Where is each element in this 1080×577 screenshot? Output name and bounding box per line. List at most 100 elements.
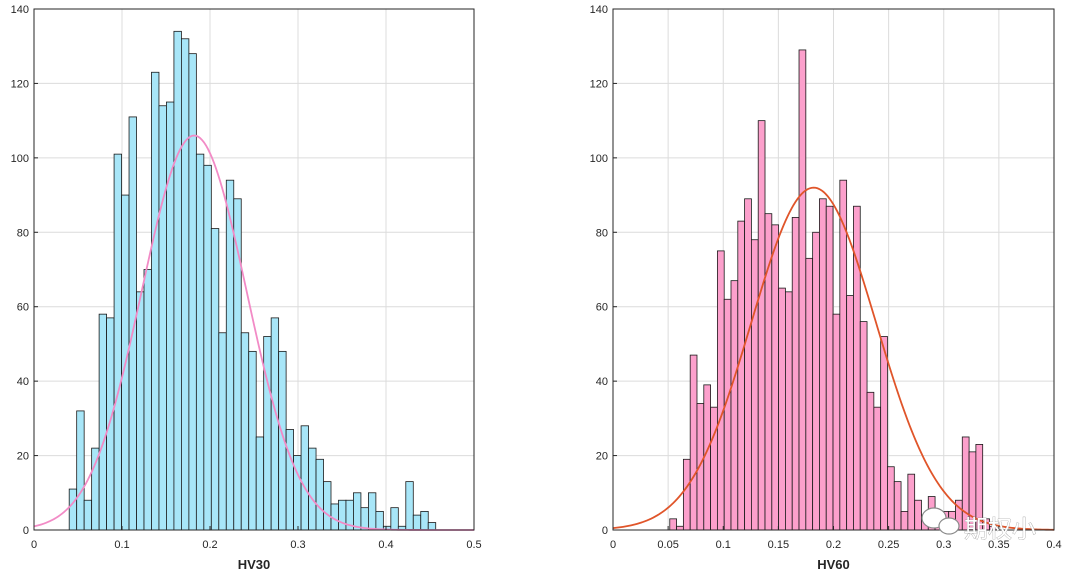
hv60-xlabel: HV60 xyxy=(817,557,850,572)
hv30-ytick-label-1: 20 xyxy=(17,451,29,463)
hv60-bar-29 xyxy=(866,391,875,531)
hv30-bar-31 xyxy=(300,425,309,531)
hv30-bar-27 xyxy=(270,317,280,531)
hv60-bar-21 xyxy=(812,231,820,531)
hv60-bar-16 xyxy=(778,287,786,531)
hv30-bar-12 xyxy=(158,105,167,531)
hv30-bar-9 xyxy=(136,291,145,531)
hv60-bar-25 xyxy=(839,179,848,531)
hv30-xlabel: HV30 xyxy=(238,557,271,572)
hv60-xtick-label-5: 0.25 xyxy=(878,539,899,551)
hv60-xtick-label-2: 0.1 xyxy=(716,539,731,551)
hv60-ytick-label-5: 100 xyxy=(590,153,608,165)
hv30-ytick-label-3: 60 xyxy=(17,302,29,314)
hv60-xtick-label-3: 0.15 xyxy=(768,539,789,551)
hv30-ytick-label-5: 100 xyxy=(11,153,29,165)
hv60-bar-28 xyxy=(859,321,868,531)
hv30-bar-16 xyxy=(188,53,197,531)
hv60-bar-4 xyxy=(696,403,705,531)
hv60-bar-7 xyxy=(716,250,725,531)
hv30-bar-5 xyxy=(106,317,115,531)
hv60-bar-12 xyxy=(751,239,759,531)
hv30-bar-26 xyxy=(263,336,272,531)
hv60-bar-35 xyxy=(907,473,916,531)
hv30-bar-6 xyxy=(113,153,122,531)
hv60-bar-6 xyxy=(710,406,718,531)
hv30-bar-14 xyxy=(173,30,182,531)
chart-hv30: 0 0.1 0.2 0.3 0.4 0.5 0 20 40 60 80 100 120 140 HV30 xyxy=(11,4,482,572)
hv60-bar-1 xyxy=(676,525,684,531)
hv60-fit-curve xyxy=(612,186,1055,531)
hv30-bar-47 xyxy=(420,510,429,531)
hv30-bar-45 xyxy=(405,481,414,531)
hv30-bar-20 xyxy=(218,332,227,531)
hv60-bar-0 xyxy=(669,518,677,531)
hv60-bar-10 xyxy=(737,220,746,531)
hv60-bar-13 xyxy=(757,120,766,531)
hv60-bar-19 xyxy=(798,49,807,531)
hv60-bar-2 xyxy=(682,458,691,531)
hv30-xtick-label-1: 0.1 xyxy=(114,539,129,551)
hv30-bar-40 xyxy=(367,492,377,531)
hv60-bar-32 xyxy=(887,466,895,531)
hv60-xtick-label-4: 0.2 xyxy=(826,539,841,551)
hv60-bar-26 xyxy=(846,295,854,531)
hv30-xtick-label-0: 0 xyxy=(31,539,37,551)
hv30-bar-2 xyxy=(83,499,93,531)
hv60-xtick-label-0: 0 xyxy=(610,539,616,551)
wechat-icon-bubble xyxy=(938,517,960,535)
hv60-xtick-label-7: 0.35 xyxy=(988,539,1009,551)
hv60-bar-33 xyxy=(893,481,902,531)
hv30-bar-25 xyxy=(255,436,265,531)
hv60-bar-36 xyxy=(914,499,922,531)
hv60-bar-3 xyxy=(689,354,698,531)
hv60-bar-8 xyxy=(723,298,732,531)
hv60-ytick-label-3: 60 xyxy=(596,302,608,314)
hv60-bar-34 xyxy=(900,510,909,531)
hv30-bar-38 xyxy=(353,492,362,531)
hv30-bar-4 xyxy=(98,313,108,531)
hv30-bar-48 xyxy=(427,522,437,531)
hv60-bar-22 xyxy=(819,198,827,531)
hv30-bar-11 xyxy=(151,71,160,531)
hv30-xtick-label-4: 0.4 xyxy=(378,539,393,551)
hv30-bar-23 xyxy=(240,332,250,531)
hv60-bar-31 xyxy=(880,336,888,531)
watermark: 期权小 xyxy=(921,507,1036,543)
hv30-ytick-label-2: 40 xyxy=(17,376,29,388)
hv30-bar-19 xyxy=(210,228,220,531)
hv60-ytick-label-4: 80 xyxy=(596,227,608,239)
hv30-ytick-label-6: 120 xyxy=(11,78,29,90)
hv60-bar-20 xyxy=(805,257,814,531)
hv60-xtick-label-8: 0.4 xyxy=(1046,539,1061,551)
hv30-bar-33 xyxy=(315,458,324,531)
hv30-xtick-label-2: 0.2 xyxy=(202,539,217,551)
hv60-bar-24 xyxy=(832,313,841,531)
hv30-bar-46 xyxy=(412,514,422,531)
hv30-ytick-label-0: 0 xyxy=(23,525,29,537)
hv30-xtick-label-5: 0.5 xyxy=(466,539,481,551)
hv60-xtick-label-1: 0.05 xyxy=(657,539,678,551)
watermark-text: 期权小 xyxy=(964,516,1036,543)
hv30-bar-36 xyxy=(338,499,347,531)
hv60-bar-17 xyxy=(785,291,793,531)
hv60-bar-23 xyxy=(825,205,834,531)
hv60-bar-15 xyxy=(771,224,780,531)
hv30-bar-3 xyxy=(91,447,100,531)
hv30-bar-10 xyxy=(143,269,152,531)
hv60-bar-9 xyxy=(730,280,739,531)
hv60-xtick-label-6: 0.3 xyxy=(936,539,951,551)
hv30-bar-29 xyxy=(285,429,294,531)
hv30-bar-34 xyxy=(323,481,332,531)
hv30-bar-39 xyxy=(360,507,369,531)
hv30-bar-32 xyxy=(308,447,317,531)
hv30-bar-24 xyxy=(248,350,257,531)
hv30-bar-43 xyxy=(390,507,399,531)
hv30-bar-1 xyxy=(76,410,85,531)
hv60-ytick-label-2: 40 xyxy=(596,376,608,388)
hv60-bar-18 xyxy=(791,216,800,531)
hv30-axes-box xyxy=(33,8,475,531)
hv30-bar-17 xyxy=(195,153,205,531)
hv30-xtick-label-3: 0.3 xyxy=(290,539,305,551)
